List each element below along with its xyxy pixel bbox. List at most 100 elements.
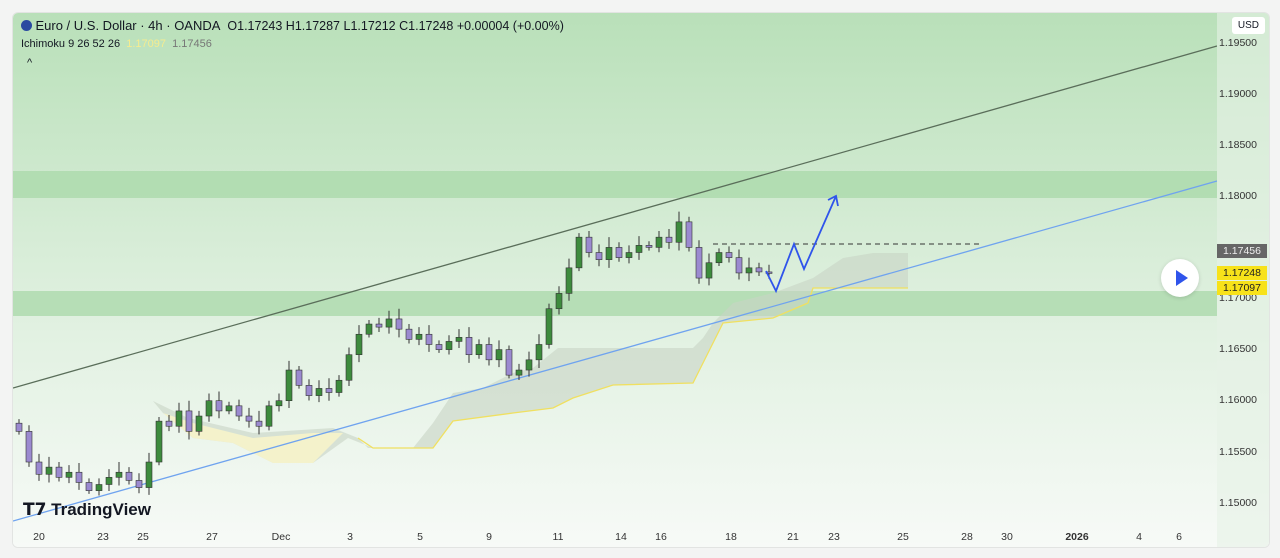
currency-button[interactable]: USD [1231,17,1265,34]
candle-down[interactable] [725,252,733,258]
candle-up[interactable] [205,400,213,417]
candle-down[interactable] [755,267,763,273]
projection-path[interactable] [765,195,837,294]
lower-trend-line[interactable] [13,180,1218,522]
candle-down[interactable] [305,385,313,396]
candle-down[interactable] [685,221,693,248]
candle-down[interactable] [735,257,743,274]
candle-down[interactable] [235,405,243,417]
candle-up[interactable] [415,333,423,340]
play-replay-button[interactable] [1161,259,1199,297]
candle-down[interactable] [135,480,143,488]
candle-up[interactable] [385,318,393,328]
candle-down[interactable] [55,466,63,478]
candle-up[interactable] [265,405,273,427]
candle-up[interactable] [145,461,153,488]
candle-up[interactable] [605,247,613,260]
price-chart[interactable] [13,13,1269,547]
candle-up[interactable] [315,388,323,396]
candle-down[interactable] [295,369,303,386]
time-label: 25 [897,531,909,543]
candle-up[interactable] [225,405,233,412]
collapse-legend-button[interactable]: ^ [27,57,33,69]
candle-up[interactable] [45,466,53,475]
candle-up[interactable] [745,267,753,274]
tradingview-logo[interactable]: 𝗧𝟳 TradingView [23,500,151,520]
candle-up[interactable] [635,245,643,253]
candle-down[interactable] [615,247,623,258]
chart-panel[interactable]: Euro / U.S. Dollar · 4h · OANDA O1.17243… [12,12,1270,548]
candle-down[interactable] [85,482,93,491]
candle-down[interactable] [35,461,43,475]
candle-down[interactable] [165,420,173,427]
ichimoku-cloud-bearish [163,413,343,463]
candle-up[interactable] [705,262,713,279]
candle-down[interactable] [465,337,473,356]
candle-up[interactable] [275,400,283,407]
candle-up[interactable] [115,471,123,478]
candle-down[interactable] [665,236,673,243]
candle-up[interactable] [475,344,483,356]
flag-icon [21,20,32,31]
candle-up[interactable] [175,410,183,427]
candle-up[interactable] [455,337,463,342]
candle-down[interactable] [595,252,603,260]
candle-up[interactable] [445,341,453,350]
candle-down[interactable] [215,400,223,412]
resistance-zone[interactable] [13,171,1217,198]
time-label: Dec [271,531,291,543]
candle-up[interactable] [495,349,503,361]
candle-down[interactable] [425,333,433,345]
candle-up[interactable] [525,359,533,371]
candle-up[interactable] [715,252,723,264]
candle-up[interactable] [355,333,363,356]
candle-up[interactable] [335,379,343,393]
candle-up[interactable] [95,484,103,491]
candle-down[interactable] [75,471,83,483]
candle-down[interactable] [405,328,413,340]
tv-logo-icon: 𝗧𝟳 [23,500,52,519]
candle-down[interactable] [395,318,403,330]
price-scale[interactable] [1217,13,1269,547]
candles [15,211,773,496]
candle-down[interactable] [695,247,703,279]
candle-up[interactable] [285,369,293,402]
candle-up[interactable] [655,236,663,248]
candle-down[interactable] [585,236,593,253]
candle-up[interactable] [155,420,163,463]
candle-down[interactable] [435,344,443,350]
candle-up[interactable] [65,471,73,478]
price-label: 1.16000 [1219,394,1257,406]
candle-down[interactable] [645,245,653,248]
support-zone[interactable] [13,291,1217,316]
candle-up[interactable] [195,415,203,432]
candle-up[interactable] [565,267,573,294]
candle-down[interactable] [125,471,133,481]
indicator-name[interactable]: Ichimoku 9 26 52 26 [21,38,121,50]
candle-up[interactable] [105,477,113,485]
candle-up[interactable] [675,221,683,243]
indicator-legend[interactable]: Ichimoku 9 26 52 26 1.17097 1.17456 [21,38,212,50]
candle-up[interactable] [555,293,563,310]
time-label: 18 [725,531,737,543]
symbol-title[interactable]: Euro / U.S. Dollar · 4h · OANDA [35,18,221,33]
candle-down[interactable] [505,349,513,376]
candle-up[interactable] [545,308,553,345]
candle-down[interactable] [25,431,33,463]
candle-down[interactable] [245,415,253,422]
indicator-value-2: 1.17456 [172,38,212,50]
candle-up[interactable] [345,354,353,381]
high-label: H [285,19,295,33]
candle-up[interactable] [625,252,633,258]
candle-up[interactable] [365,323,373,335]
candle-down[interactable] [15,422,23,432]
candle-down[interactable] [325,388,333,393]
candle-down[interactable] [485,344,493,361]
candle-up[interactable] [515,369,523,376]
candle-down[interactable] [185,410,193,432]
candle-down[interactable] [375,323,383,328]
candle-up[interactable] [535,344,543,361]
candle-down[interactable] [255,420,263,427]
candle-up[interactable] [575,236,583,269]
upper-trend-line[interactable] [13,45,1218,389]
